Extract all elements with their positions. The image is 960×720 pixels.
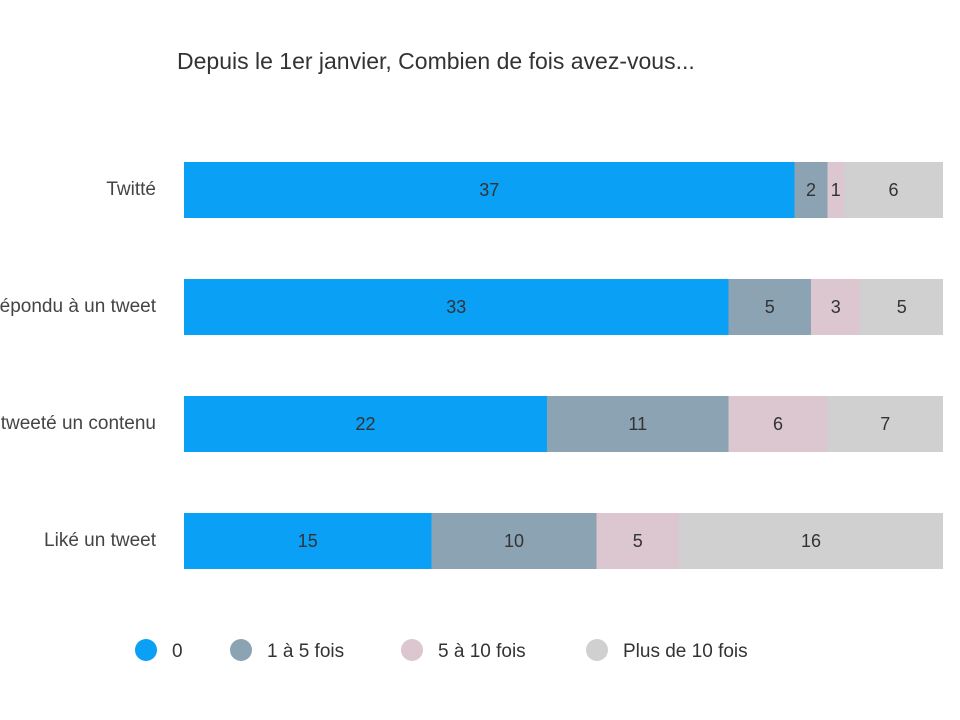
value-label: 2 (806, 180, 816, 200)
value-label: 6 (888, 180, 898, 200)
bar-segment (547, 396, 729, 452)
legend-label: Plus de 10 fois (623, 641, 748, 662)
value-label: 10 (504, 531, 524, 551)
bar-segment (860, 279, 943, 335)
bar-segment (794, 162, 828, 218)
legend-label: 1 à 5 fois (267, 641, 344, 662)
bar-segment (827, 162, 844, 218)
value-label: 5 (633, 531, 643, 551)
bar-segment (728, 279, 811, 335)
legend-swatch (401, 639, 423, 661)
value-label: 3 (831, 297, 841, 317)
value-label: 16 (801, 531, 821, 551)
value-label: 33 (446, 297, 466, 317)
bar-segment (596, 513, 679, 569)
bar-segment (844, 162, 943, 218)
category-label: Liké un tweet (44, 530, 157, 551)
legend-swatch (135, 639, 157, 661)
category-label: Répondu à un tweet (0, 296, 157, 317)
legend-label: 5 à 10 fois (438, 641, 526, 662)
bar-segment (431, 513, 597, 569)
bar-segment (811, 279, 861, 335)
legend-label: 0 (172, 641, 183, 662)
bar-segment (184, 162, 795, 218)
value-label: 11 (628, 414, 647, 434)
legend-swatch (230, 639, 252, 661)
chart-title: Depuis le 1er janvier, Combien de fois a… (177, 48, 695, 74)
legend-swatch (586, 639, 608, 661)
bar-segment (728, 396, 828, 452)
value-label: 37 (479, 180, 499, 200)
value-label: 22 (355, 414, 375, 434)
value-label: 5 (897, 297, 907, 317)
bar-segment (679, 513, 943, 569)
bar-segment (184, 279, 729, 335)
value-label: 6 (773, 414, 783, 434)
category-label: Retweeté un contenu (0, 413, 156, 434)
bar-segment (184, 513, 432, 569)
category-label: Twitté (106, 179, 156, 200)
value-label: 15 (298, 531, 318, 551)
value-label: 1 (831, 180, 841, 200)
value-label: 7 (880, 414, 890, 434)
bar-segment (827, 396, 943, 452)
value-label: 5 (765, 297, 775, 317)
bar-segment (184, 396, 547, 452)
